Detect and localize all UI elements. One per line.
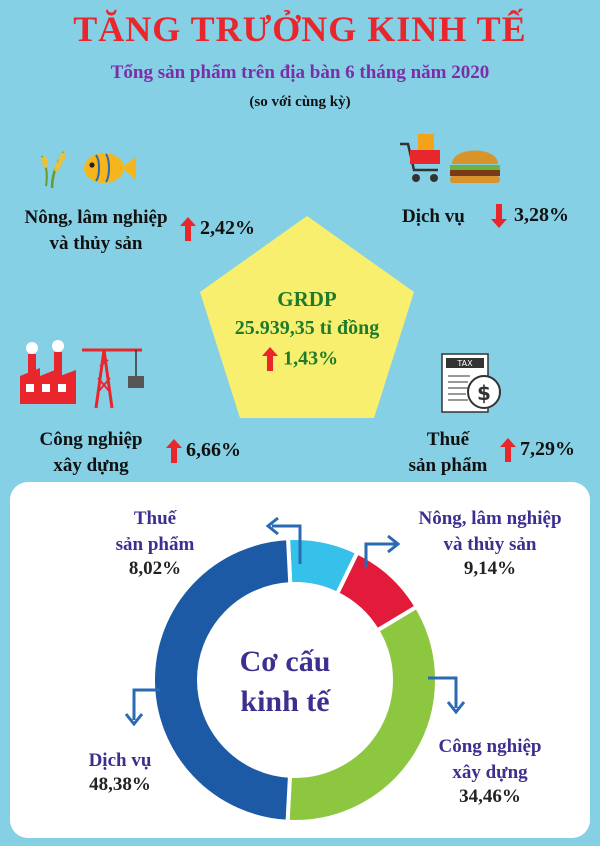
factory-icon — [20, 340, 76, 404]
tax-document-icon: TAX $ — [441, 353, 501, 413]
shopping-cart-icon — [400, 134, 440, 182]
services-growth-value: 3,28% — [514, 204, 569, 226]
agriculture-icons — [41, 151, 136, 189]
agriculture-segment-line1: Nông, lâm nghiệp — [418, 508, 562, 529]
tax-growth-label: Thuế sản phẩm — [400, 427, 496, 479]
industry-icons — [20, 340, 144, 409]
donut-slice-industry — [285, 604, 439, 824]
arrow-up-icon — [166, 439, 182, 463]
pointer-arrow-industry — [428, 676, 466, 715]
tax-segment-line2: sản phẩm — [115, 534, 195, 555]
services-icons — [400, 134, 500, 183]
agriculture-segment-line2: và thủy sản — [443, 534, 537, 555]
industry-segment-line1: Công nghiệp — [438, 736, 542, 757]
industry-growth-value: 6,66% — [186, 439, 241, 461]
segment-label-industry: Công nghiệp xây dựng 34,46% — [410, 734, 570, 808]
agriculture-label-line2: và thủy sản — [49, 233, 143, 254]
comparison-note: (so với cùng kỳ) — [249, 94, 351, 110]
grdp-pentagon — [200, 216, 414, 418]
donut-center-label: Cơ cấu kinh tế — [200, 642, 370, 722]
pointer-arrow-services — [124, 688, 160, 727]
grdp-value: 25.939,35 tỉ đồng — [234, 317, 380, 339]
tax-segment-value: 8,02% — [128, 558, 182, 579]
fish-icon — [84, 153, 136, 183]
grdp-growth: 1,43% — [262, 347, 382, 371]
segment-label-agriculture: Nông, lâm nghiệp và thủy sản 9,14% — [392, 506, 588, 580]
donut-slices — [150, 536, 439, 824]
segment-label-tax: Thuế sản phẩm 8,02% — [80, 506, 230, 580]
pointer-arrow-agriculture — [364, 534, 401, 568]
dollar-icon: $ — [477, 381, 491, 405]
rice-icon — [41, 151, 66, 189]
industry-segment-line2: xây dựng — [452, 762, 528, 783]
agriculture-growth-value: 2,42% — [200, 217, 255, 239]
center-label-line2: kinh tế — [240, 685, 330, 718]
services-segment-line1: Dịch vụ — [88, 750, 152, 771]
tax-segment-line1: Thuế — [133, 508, 177, 529]
grdp-title: GRDP — [277, 287, 337, 311]
industry-growth-label: Công nghiệp xây dựng — [18, 427, 164, 479]
agriculture-segment-value: 9,14% — [463, 558, 517, 579]
arrow-up-icon — [180, 217, 196, 241]
tax-label-line2: sản phẩm — [408, 455, 488, 476]
industry-label-line1: Công nghiệp — [39, 429, 143, 450]
tax-growth-value: 7,29% — [520, 438, 575, 460]
center-label-line1: Cơ cấu — [239, 645, 331, 678]
page-title: TĂNG TRƯỞNG KINH TẾ — [73, 9, 527, 49]
arrow-up-icon — [262, 347, 278, 371]
tax-icon-text: TAX — [456, 359, 473, 368]
page-subtitle: Tổng sản phẩm trên địa bàn 6 tháng năm 2… — [110, 62, 490, 83]
agriculture-growth-label: Nông, lâm nghiệp và thủy sản — [8, 205, 184, 257]
pointer-arrow-tax — [265, 516, 302, 564]
agriculture-label-line1: Nông, lâm nghiệp — [24, 207, 168, 228]
structure-donut-chart — [124, 516, 466, 824]
tax-label-line1: Thuế — [426, 429, 470, 450]
industry-label-line2: xây dựng — [53, 455, 129, 476]
burger-icon — [450, 150, 500, 183]
grdp-growth-value: 1,43% — [283, 347, 339, 370]
services-growth-label: Dịch vụ — [402, 206, 465, 227]
arrow-up-icon — [500, 438, 516, 462]
industry-segment-value: 34,46% — [459, 786, 521, 807]
services-segment-value: 48,38% — [89, 774, 151, 795]
segment-label-services: Dịch vụ 48,38% — [60, 748, 180, 796]
donut-slice-services — [150, 536, 293, 824]
crane-icon — [82, 348, 144, 409]
arrow-down-icon — [491, 204, 507, 228]
